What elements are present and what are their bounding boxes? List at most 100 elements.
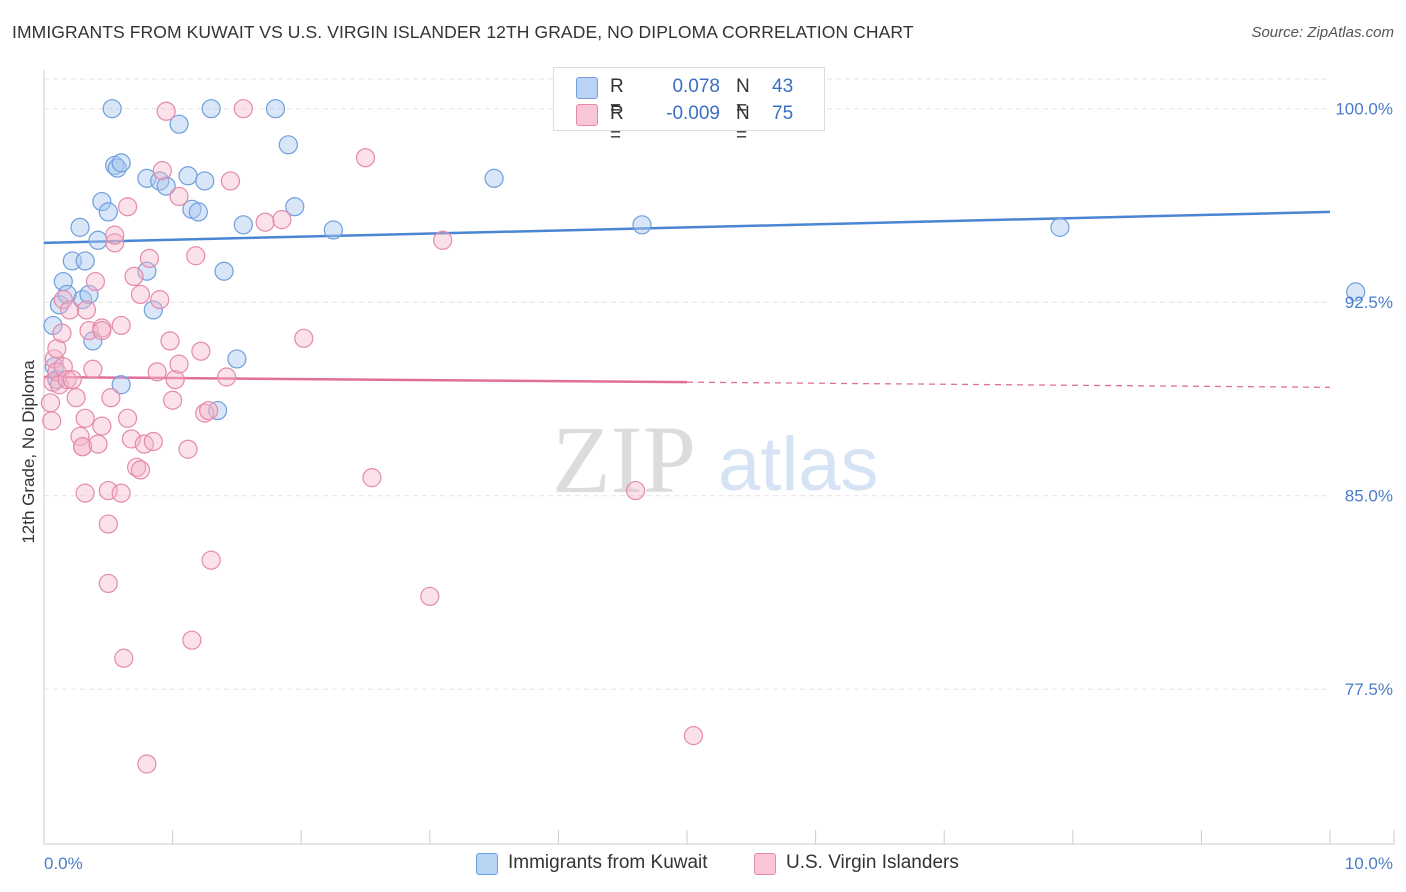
virgin-islander-point <box>98 514 118 534</box>
virgin-islander-point <box>92 320 112 341</box>
virgin-islander-point <box>66 388 86 408</box>
virgin-islander-point <box>111 483 131 503</box>
virgin-islander-point <box>111 315 131 336</box>
bottom-legend-swatch-blue <box>476 853 498 875</box>
watermark-zip: ZIP <box>552 406 696 513</box>
kuwait-point <box>98 202 118 222</box>
virgin-islander-point <box>101 388 121 408</box>
virgin-islander-point <box>160 331 180 351</box>
virgin-islander-point <box>217 367 237 387</box>
virgin-islander-point <box>152 161 172 181</box>
virgin-islander-point <box>76 300 97 320</box>
y-tick-label: 100.0% <box>1335 100 1393 119</box>
virgin-islander-point <box>75 483 95 503</box>
virgin-islander-point <box>255 212 275 232</box>
virgin-islander-point <box>130 460 151 480</box>
virgin-islander-point <box>420 586 440 606</box>
virgin-islander-point <box>117 197 138 217</box>
virgin-islander-point <box>178 439 198 459</box>
virgin-islander-point <box>233 99 253 119</box>
axes <box>43 70 1395 845</box>
kuwait-point <box>632 215 652 235</box>
legend-r-value: 0.078 <box>672 76 720 97</box>
virgin-islander-point <box>114 648 134 668</box>
kuwait-point <box>107 158 127 178</box>
virgin-islander-point <box>163 390 183 410</box>
legend-swatch-pink <box>576 104 598 126</box>
virgin-islander-point <box>294 328 314 348</box>
virgin-islander-point <box>355 148 376 168</box>
virgin-islander-point <box>62 370 82 390</box>
kuwait-point <box>72 290 93 310</box>
virgin-islander-point <box>165 370 185 390</box>
virgin-islander-point <box>186 246 206 266</box>
legend-n-label: N = <box>736 103 750 146</box>
kuwait-point <box>156 176 176 196</box>
virgin-islander-point <box>98 573 118 594</box>
legend-r-value: -0.009 <box>666 103 720 124</box>
kuwait-point <box>178 166 198 186</box>
virgin-islander-point <box>147 362 167 382</box>
kuwait-point <box>75 251 95 271</box>
virgin-islander-point <box>156 101 176 121</box>
kuwait-point <box>265 99 286 119</box>
virgin-islander-point <box>60 300 80 320</box>
virgin-islander-point <box>199 400 219 421</box>
virgin-islander-point <box>137 754 157 774</box>
virgin-islander-point <box>83 359 103 379</box>
virgin-islander-point <box>201 550 221 570</box>
virgin-islander-point <box>105 225 125 245</box>
kuwait-point <box>233 215 253 235</box>
kuwait-point <box>102 99 122 119</box>
virgin-islander-point <box>85 271 106 292</box>
bottom-legend-label: U.S. Virgin Islanders <box>786 852 959 873</box>
kuwait-point <box>143 300 163 320</box>
kuwait-point <box>484 168 504 188</box>
virgin-islander-point <box>52 323 72 343</box>
kuwait-point <box>227 349 247 369</box>
kuwait-point <box>111 375 131 395</box>
y-tick-label: 92.5% <box>1345 293 1393 312</box>
virgin-islander-point <box>625 480 646 501</box>
kuwait-trend-line <box>43 210 1331 245</box>
legend-n-value: 43 <box>772 76 794 97</box>
legend-swatch-blue <box>576 77 598 99</box>
virgin-islander-point <box>121 429 142 449</box>
kuwait-point <box>278 135 298 155</box>
kuwait-point <box>111 153 131 173</box>
y-axis-label: 12th Grade, No Diploma <box>19 360 38 544</box>
virgin-islander-point <box>105 233 125 253</box>
virgin-islander-point <box>40 393 61 413</box>
legend-r-label: R = <box>610 103 624 146</box>
virgin-islander-point <box>220 171 241 191</box>
y-tick-label: 85.0% <box>1345 487 1393 506</box>
source-label: Source: ZipAtlas.com <box>1251 24 1394 41</box>
kuwait-point <box>169 114 189 134</box>
virgin-islander-point <box>117 408 138 428</box>
kuwait-point <box>1346 282 1366 302</box>
virgin-islander-point <box>53 290 73 310</box>
virgin-islander-point <box>88 434 108 454</box>
virgin-islander-point <box>72 437 93 457</box>
legend-n-value: 75 <box>772 103 794 124</box>
gridlines <box>44 78 1330 690</box>
kuwait-point <box>323 220 343 240</box>
watermark-atlas: atlas <box>718 422 879 507</box>
virgin-islander-point <box>433 230 453 250</box>
kuwait-point <box>285 197 305 217</box>
kuwait-point <box>88 230 108 250</box>
legend-r-label: R = <box>610 76 624 119</box>
virgin-islander-point <box>92 416 112 436</box>
virgin-islander-point <box>47 339 67 359</box>
kuwait-point <box>214 261 234 281</box>
virgin-islander-point <box>169 354 189 374</box>
bottom-legend-swatch-pink <box>754 853 776 875</box>
x-tick-label: 10.0% <box>1345 854 1393 873</box>
virgin-islander-point <box>362 468 382 488</box>
kuwait-point <box>195 171 215 191</box>
x-tick-label: 0.0% <box>44 854 83 873</box>
virgin-islander-point <box>139 248 160 268</box>
virgin-islander-point <box>169 186 189 207</box>
kuwait-point <box>1050 217 1070 237</box>
